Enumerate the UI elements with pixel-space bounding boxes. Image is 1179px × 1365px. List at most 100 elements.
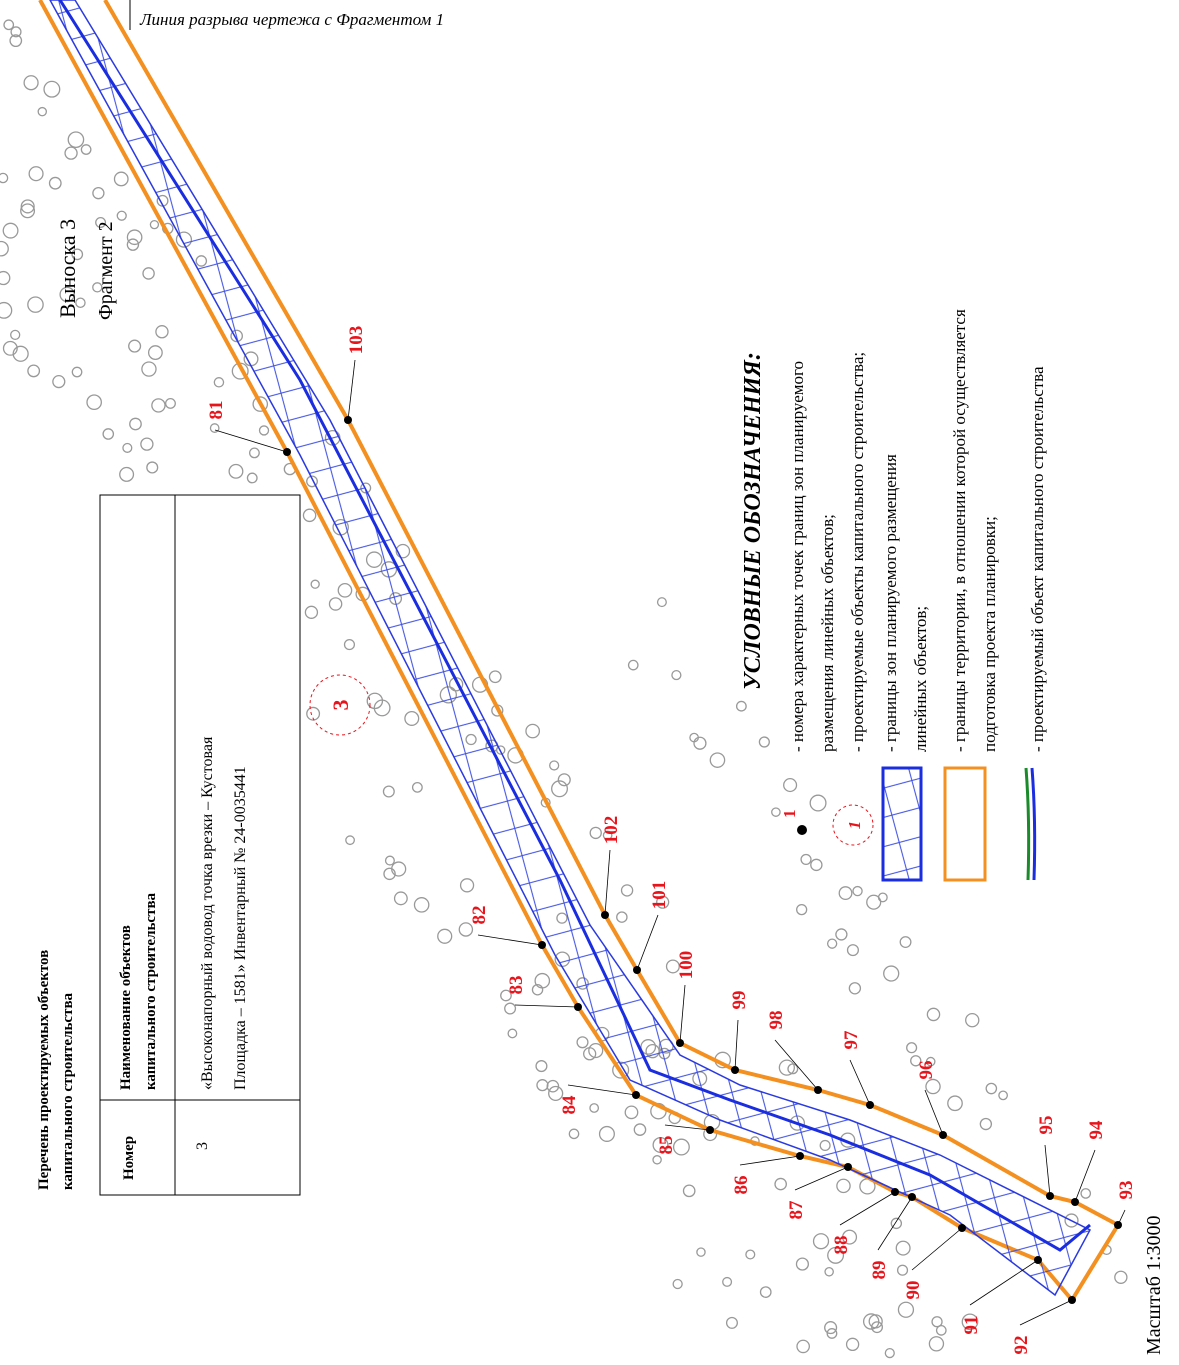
point <box>676 1039 684 1047</box>
tree <box>868 1314 883 1329</box>
leader <box>679 984 686 1044</box>
tree <box>59 286 75 303</box>
tree <box>620 884 634 897</box>
tree <box>391 861 407 877</box>
tree <box>383 867 396 881</box>
tree <box>557 773 571 787</box>
legend-line-blue <box>1030 767 1037 881</box>
tree <box>126 229 143 246</box>
tree <box>809 794 827 812</box>
tree <box>925 1056 936 1067</box>
tree <box>866 894 882 910</box>
table-header: капитального строительства <box>143 892 159 1090</box>
leader <box>794 1166 849 1191</box>
leader <box>734 1019 739 1071</box>
point-label: 87 <box>786 1200 807 1220</box>
tree <box>576 1036 589 1049</box>
tree <box>836 1178 851 1194</box>
tree <box>113 171 129 187</box>
tree <box>67 131 85 149</box>
point-label: 95 <box>1036 1116 1057 1135</box>
tree <box>525 723 541 739</box>
tree <box>899 936 912 949</box>
tree <box>500 989 512 1002</box>
leader <box>636 914 659 971</box>
tree <box>535 1060 548 1073</box>
tree <box>598 1125 615 1142</box>
tree <box>961 1313 979 1331</box>
table-cell: 3 <box>194 1142 211 1150</box>
point <box>939 1131 947 1139</box>
tree <box>549 760 560 771</box>
tree <box>413 897 430 913</box>
tree <box>709 752 726 768</box>
tree <box>119 466 135 482</box>
pipeline <box>58 0 1091 1252</box>
legend-object <box>832 804 874 846</box>
table-cell: «Высоконапорный водовод точка врезки – К… <box>199 736 216 1090</box>
tree <box>149 220 160 230</box>
table-frame <box>99 494 301 1196</box>
tree <box>835 928 848 941</box>
tree <box>129 417 142 431</box>
tree <box>928 1336 945 1352</box>
legend-text: подготовка проекта планировки; <box>980 516 999 752</box>
tree <box>147 345 163 360</box>
tree <box>20 203 36 219</box>
tree <box>795 1257 810 1271</box>
tree <box>827 1246 845 1264</box>
tree <box>682 1184 696 1198</box>
legend-text: линейных объектов; <box>911 606 930 752</box>
tree <box>890 1217 903 1230</box>
tree <box>337 582 353 598</box>
point-label: 91 <box>961 1316 982 1335</box>
point <box>814 1086 822 1094</box>
tree <box>656 895 670 909</box>
tree <box>895 1240 911 1256</box>
tree <box>652 1136 669 1153</box>
tree <box>80 144 92 155</box>
tree <box>141 361 157 377</box>
legend-text: - границы зон планируемого размещения <box>881 454 900 752</box>
tree <box>92 282 103 293</box>
point <box>731 1066 739 1074</box>
tree <box>985 1082 998 1095</box>
tree <box>246 472 258 484</box>
point-label: 82 <box>469 906 490 925</box>
tree <box>883 965 900 982</box>
tree <box>0 240 9 257</box>
tree <box>812 1233 830 1250</box>
point <box>706 1126 714 1134</box>
leader <box>1019 1299 1073 1326</box>
leader <box>739 1155 801 1166</box>
tree <box>302 508 317 523</box>
point <box>908 1193 916 1201</box>
tree <box>588 1043 604 1059</box>
tree <box>12 345 29 362</box>
legend-symbol: 1 <box>780 810 799 819</box>
tree <box>551 780 569 798</box>
point <box>1034 1256 1042 1264</box>
point <box>283 448 291 456</box>
tree <box>86 394 102 411</box>
tree <box>568 1128 580 1140</box>
point-label: 103 <box>346 326 367 355</box>
legend-boundary <box>943 766 987 882</box>
tree <box>871 1321 883 1334</box>
table-header: Наименование объектов <box>118 925 134 1090</box>
tree <box>979 1117 993 1131</box>
leader <box>1044 1144 1051 1197</box>
tree <box>852 885 863 897</box>
tree <box>778 1059 795 1076</box>
leader <box>664 1124 711 1131</box>
tree <box>126 238 140 251</box>
tree <box>164 397 176 409</box>
tree <box>624 1105 639 1120</box>
tree <box>155 325 169 339</box>
table-title: Перечень проектируемых объектов <box>36 950 52 1190</box>
tree <box>602 830 613 841</box>
tree <box>616 911 628 923</box>
point <box>538 941 546 949</box>
header-note: Линия разрыва чертежа с Фрагментом 1 <box>139 10 444 29</box>
point <box>1068 1296 1076 1304</box>
